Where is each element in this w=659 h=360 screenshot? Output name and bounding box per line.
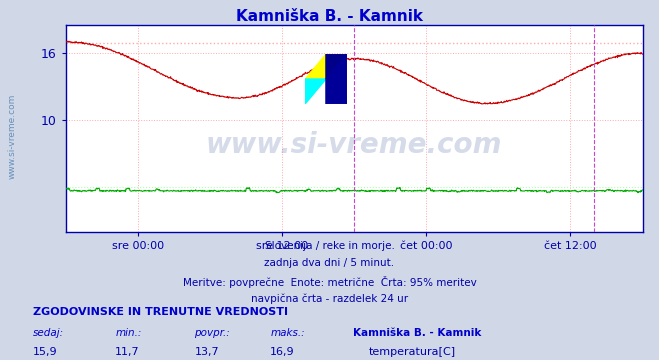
Text: www.si-vreme.com: www.si-vreme.com [8,94,17,180]
Text: Slovenija / reke in morje.: Slovenija / reke in morje. [264,241,395,251]
Polygon shape [305,54,326,79]
Text: navpična črta - razdelek 24 ur: navpična črta - razdelek 24 ur [251,293,408,303]
Text: min.:: min.: [115,328,142,338]
Polygon shape [326,54,347,79]
Polygon shape [305,79,326,104]
Text: zadnja dva dni / 5 minut.: zadnja dva dni / 5 minut. [264,258,395,269]
Text: ZGODOVINSKE IN TRENUTNE VREDNOSTI: ZGODOVINSKE IN TRENUTNE VREDNOSTI [33,307,288,317]
Text: www.si-vreme.com: www.si-vreme.com [206,131,502,159]
Text: Meritve: povprečne  Enote: metrične  Črta: 95% meritev: Meritve: povprečne Enote: metrične Črta:… [183,276,476,288]
Text: povpr.:: povpr.: [194,328,230,338]
Text: sedaj:: sedaj: [33,328,64,338]
Polygon shape [326,54,347,104]
Text: 15,9: 15,9 [33,347,57,357]
Text: Kamniška B. - Kamnik: Kamniška B. - Kamnik [236,9,423,24]
Text: 16,9: 16,9 [270,347,295,357]
Text: Kamniška B. - Kamnik: Kamniška B. - Kamnik [353,328,481,338]
Text: 13,7: 13,7 [194,347,219,357]
Text: 11,7: 11,7 [115,347,140,357]
Text: temperatura[C]: temperatura[C] [369,347,456,357]
Text: maks.:: maks.: [270,328,305,338]
